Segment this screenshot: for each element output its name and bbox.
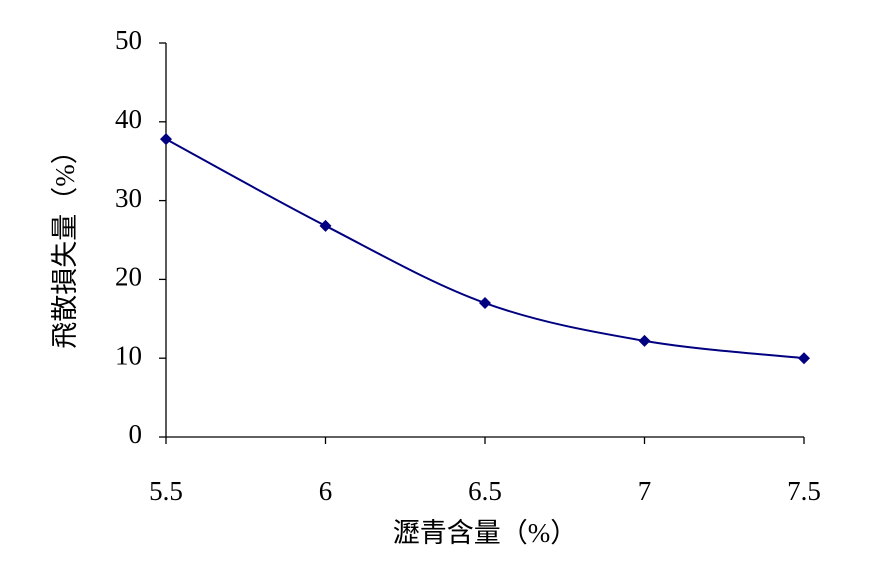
y-tick-label: 20 [115,262,142,292]
y-tick-label: 30 [115,183,142,213]
data-marker [638,334,651,347]
data-marker [798,352,810,365]
y-tick-label: 10 [115,340,142,370]
x-tick-label: 7.5 [787,476,821,506]
x-axis-label: 瀝青含量（%） [393,518,578,548]
y-tick-label: 40 [115,104,142,134]
x-tick-label: 6 [319,476,333,506]
data-marker [319,219,332,232]
y-tick-label: 0 [129,419,143,449]
x-tick-label: 6.5 [468,476,502,506]
x-tick-label: 5.5 [149,476,183,506]
data-marker [160,133,172,146]
data-marker [479,297,491,310]
x-tick-label: 7 [638,476,652,506]
y-axis-label: 飛散損失量（%） [50,137,80,349]
y-tick-label: 50 [115,25,142,55]
data-line [165,138,805,360]
